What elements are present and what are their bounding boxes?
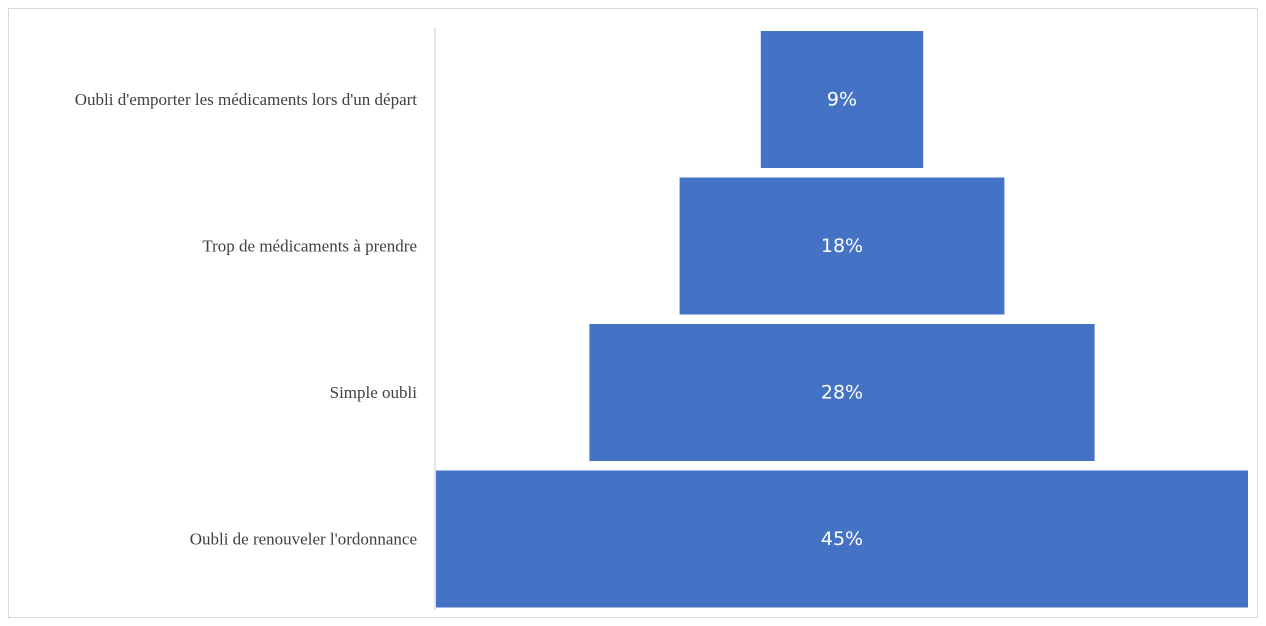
funnel-bar xyxy=(589,324,1095,461)
category-labels: Oubli d'emporter les médicaments lors d'… xyxy=(75,90,418,549)
category-label: Oubli d'emporter les médicaments lors d'… xyxy=(75,90,418,109)
data-label: 45% xyxy=(821,528,863,550)
data-label: 28% xyxy=(821,382,863,404)
data-label: 18% xyxy=(821,235,863,257)
bars-layer: 9% 18% 28% 45% xyxy=(436,31,1248,608)
funnel-bar xyxy=(760,31,924,168)
funnel-bar xyxy=(436,470,1248,608)
data-label: 9% xyxy=(827,89,857,111)
category-label: Oubli de renouveler l'ordonnance xyxy=(190,530,417,549)
category-label: Trop de médicaments à prendre xyxy=(202,237,417,256)
category-label: Simple oubli xyxy=(330,383,418,402)
funnel-bar xyxy=(679,177,1005,315)
